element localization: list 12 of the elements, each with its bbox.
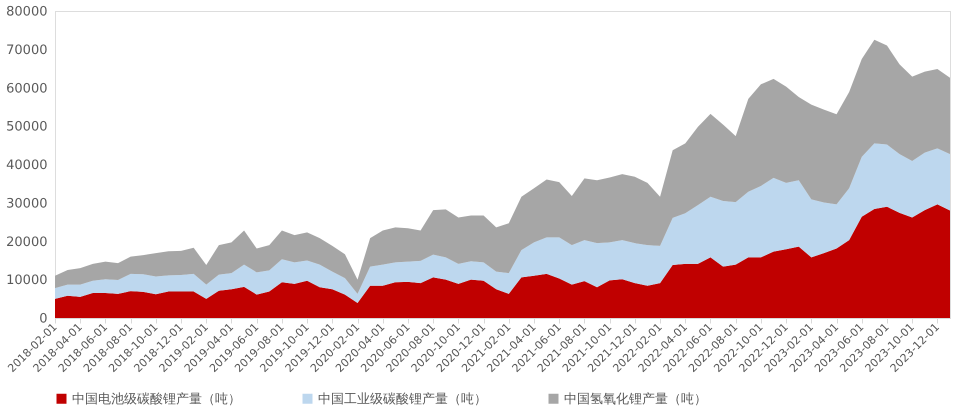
y-tick-label: 50000 [6, 120, 48, 135]
y-tick-label: 10000 [6, 273, 48, 288]
y-tick-label: 40000 [6, 158, 48, 173]
y-tick-label: 0 [39, 312, 48, 326]
y-tick-label: 30000 [6, 196, 48, 212]
legend-label: 中国工业级碳酸锂产量（吨） [318, 392, 487, 407]
y-tick-label: 80000 [6, 4, 48, 20]
y-tick-label: 20000 [6, 234, 48, 250]
legend-label: 中国氢氧化锂产量（吨） [564, 392, 707, 407]
y-tick-label: 60000 [6, 81, 48, 96]
y-tick-label: 70000 [6, 42, 48, 58]
legend-label: 中国电池级碳酸锂产量（吨） [72, 392, 241, 407]
